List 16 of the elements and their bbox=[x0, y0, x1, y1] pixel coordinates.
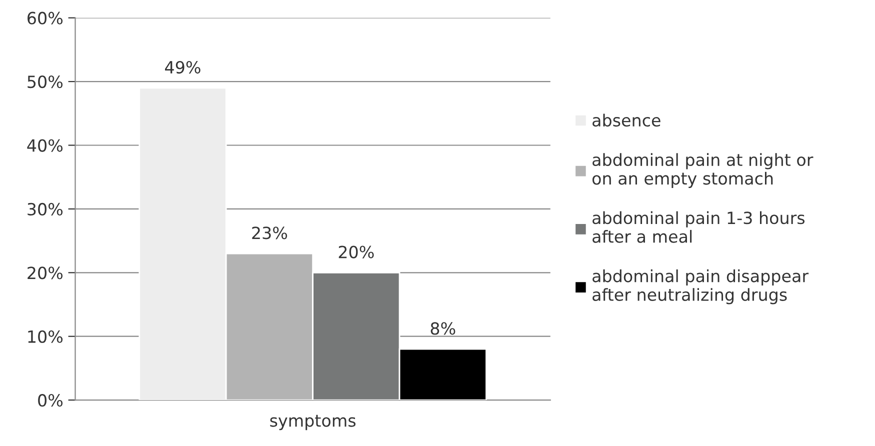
legend-label: absence bbox=[592, 114, 660, 127]
text: 23% bbox=[252, 226, 288, 240]
y-tick-label: 0% bbox=[38, 394, 63, 407]
text: 8% bbox=[430, 322, 456, 335]
y-tick-label: 50% bbox=[28, 76, 63, 88]
legend-label: abdominal pain at night or on an empty stomach bbox=[592, 153, 814, 188]
y-tick-label: 60% bbox=[28, 12, 63, 24]
y-tick-label: 10% bbox=[28, 330, 63, 343]
y-tick-label: 40% bbox=[27, 139, 63, 152]
text: 49% bbox=[165, 60, 200, 74]
x-tick-label: symptoms bbox=[270, 414, 356, 430]
legend-label: abdominal pain 1-3 hours after a meal bbox=[592, 211, 805, 243]
text: 20% bbox=[338, 246, 374, 258]
y-tick-label: 30% bbox=[28, 202, 63, 216]
y-tick-label: 20% bbox=[28, 266, 63, 280]
legend-label: abdominal pain disappear after neutralizing drugs bbox=[592, 269, 809, 304]
